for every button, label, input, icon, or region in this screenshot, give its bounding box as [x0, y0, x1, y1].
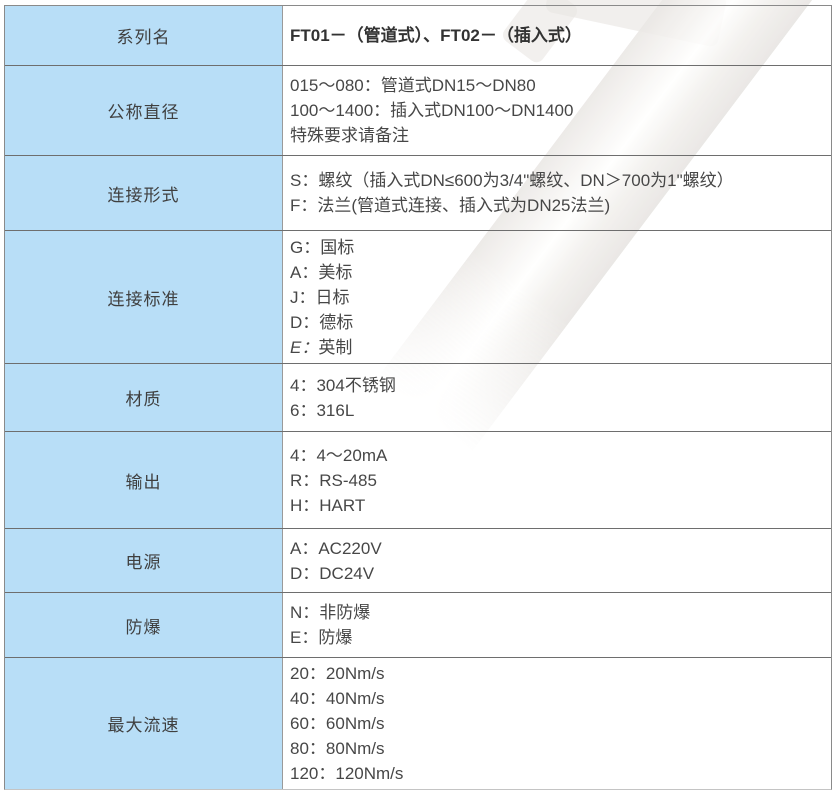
spec-line: J：日标	[290, 287, 350, 307]
spec-line: D：德标	[290, 312, 354, 332]
row-content-max-flow-velocity: 20：20Nm/s 40：40Nm/s 60：60Nm/s 80：80Nm/s 120：…	[283, 658, 831, 789]
row-content-material: 4：304不锈钢 6：316L	[283, 364, 831, 431]
table-row-power-supply: 电源 A：AC220V D：DC24V	[5, 528, 831, 592]
row-content-series-name: FT01－（管道式）、FT02－（插入式）	[283, 6, 831, 65]
spec-line: A：美标	[290, 262, 353, 282]
spec-line: S：螺纹（插入式DN≤600为3/4"螺纹、DN＞700为1"螺纹）	[290, 171, 734, 190]
spec-line: R：RS-485	[290, 470, 377, 490]
row-content-connection-type: S：螺纹（插入式DN≤600为3/4"螺纹、DN＞700为1"螺纹） F：法兰(管…	[283, 156, 831, 230]
spec-line: E：英制	[290, 337, 353, 357]
table-row-connection-standard: 连接标准 G：国标 A：美标 J：日标 D：德标 E：英制	[5, 230, 831, 363]
row-label-max-flow-velocity: 最大流速	[5, 658, 283, 789]
row-label-nominal-diameter: 公称直径	[5, 66, 283, 155]
spec-line: 4：304不锈钢	[290, 375, 396, 395]
spec-line: 4：4～20mA	[290, 445, 388, 465]
row-label-output: 输出	[5, 432, 283, 528]
spec-line: 80：80Nm/s	[290, 739, 385, 758]
row-label-material: 材质	[5, 364, 283, 431]
spec-line: 6：316L	[290, 400, 355, 420]
spec-line: 015～080：管道式DN15～DN80	[290, 76, 536, 95]
spec-line: 20：20Nm/s	[290, 664, 385, 683]
table-row-explosion-proof: 防爆 N：非防爆 E：防爆	[5, 592, 831, 657]
spec-line: F：法兰(管道式连接、插入式为DN25法兰)	[290, 196, 611, 215]
row-label-connection-standard: 连接标准	[5, 231, 283, 363]
spec-line: FT01－（管道式）、FT02－（插入式）	[290, 26, 582, 45]
row-label-series-name: 系列名	[5, 6, 283, 65]
spec-line: H：HART	[290, 495, 366, 515]
spec-line: D：DC24V	[290, 563, 375, 583]
spec-table: 系列名 FT01－（管道式）、FT02－（插入式） 公称直径 015～080：管道式D…	[4, 5, 832, 790]
spec-line: 特殊要求请备注	[290, 126, 409, 145]
row-content-connection-standard: G：国标 A：美标 J：日标 D：德标 E：英制	[283, 231, 831, 363]
row-label-explosion-proof: 防爆	[5, 593, 283, 657]
spec-line: 100～1400：插入式DN100～DN1400	[290, 101, 574, 120]
table-row-series-name: 系列名 FT01－（管道式）、FT02－（插入式）	[5, 6, 831, 65]
table-row-connection-type: 连接形式 S：螺纹（插入式DN≤600为3/4"螺纹、DN＞700为1"螺纹） F：…	[5, 155, 831, 230]
row-content-output: 4：4～20mA R：RS-485 H：HART	[283, 432, 831, 528]
table-row-output: 输出 4：4～20mA R：RS-485 H：HART	[5, 431, 831, 528]
table-row-max-flow-velocity: 最大流速 20：20Nm/s 40：40Nm/s 60：60Nm/s 80：80Nm/s…	[5, 657, 831, 789]
spec-line: N：非防爆	[290, 603, 371, 622]
table-row-material: 材质 4：304不锈钢 6：316L	[5, 363, 831, 431]
row-label-connection-type: 连接形式	[5, 156, 283, 230]
row-content-nominal-diameter: 015～080：管道式DN15～DN80 100～1400：插入式DN100～DN…	[283, 66, 831, 155]
spec-line: 60：60Nm/s	[290, 714, 385, 733]
row-label-power-supply: 电源	[5, 529, 283, 592]
table-row-nominal-diameter: 公称直径 015～080：管道式DN15～DN80 100～1400：插入式DN10…	[5, 65, 831, 155]
row-content-explosion-proof: N：非防爆 E：防爆	[283, 593, 831, 657]
row-content-power-supply: A：AC220V D：DC24V	[283, 529, 831, 592]
spec-line: G：国标	[290, 237, 355, 257]
spec-line: 40：40Nm/s	[290, 689, 385, 708]
spec-line: E：防爆	[290, 628, 353, 647]
spec-line: A：AC220V	[290, 538, 382, 558]
spec-line: 120：120Nm/s	[290, 764, 404, 783]
